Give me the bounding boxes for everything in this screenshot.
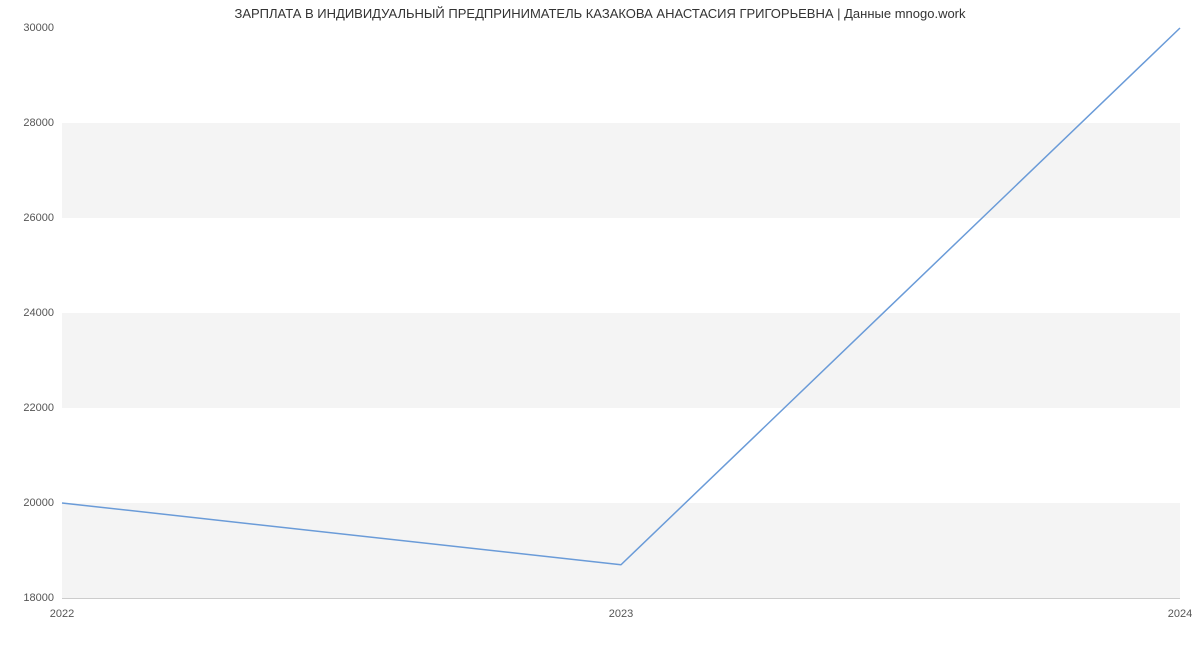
y-tick-label: 22000 [23, 402, 54, 414]
chart-container: ЗАРПЛАТА В ИНДИВИДУАЛЬНЫЙ ПРЕДПРИНИМАТЕЛ… [0, 0, 1200, 650]
x-tick-label: 2022 [50, 608, 74, 620]
y-tick-label: 18000 [23, 592, 54, 604]
x-tick-label: 2023 [609, 608, 633, 620]
line-series [62, 28, 1180, 598]
plot-area: 1800020000220002400026000280003000020222… [62, 28, 1180, 598]
y-tick-label: 26000 [23, 212, 54, 224]
y-tick-label: 30000 [23, 22, 54, 34]
x-tick-label: 2024 [1168, 608, 1192, 620]
y-tick-label: 20000 [23, 497, 54, 509]
y-tick-label: 24000 [23, 307, 54, 319]
x-axis-line [62, 598, 1180, 599]
y-tick-label: 28000 [23, 117, 54, 129]
chart-title: ЗАРПЛАТА В ИНДИВИДУАЛЬНЫЙ ПРЕДПРИНИМАТЕЛ… [0, 6, 1200, 21]
